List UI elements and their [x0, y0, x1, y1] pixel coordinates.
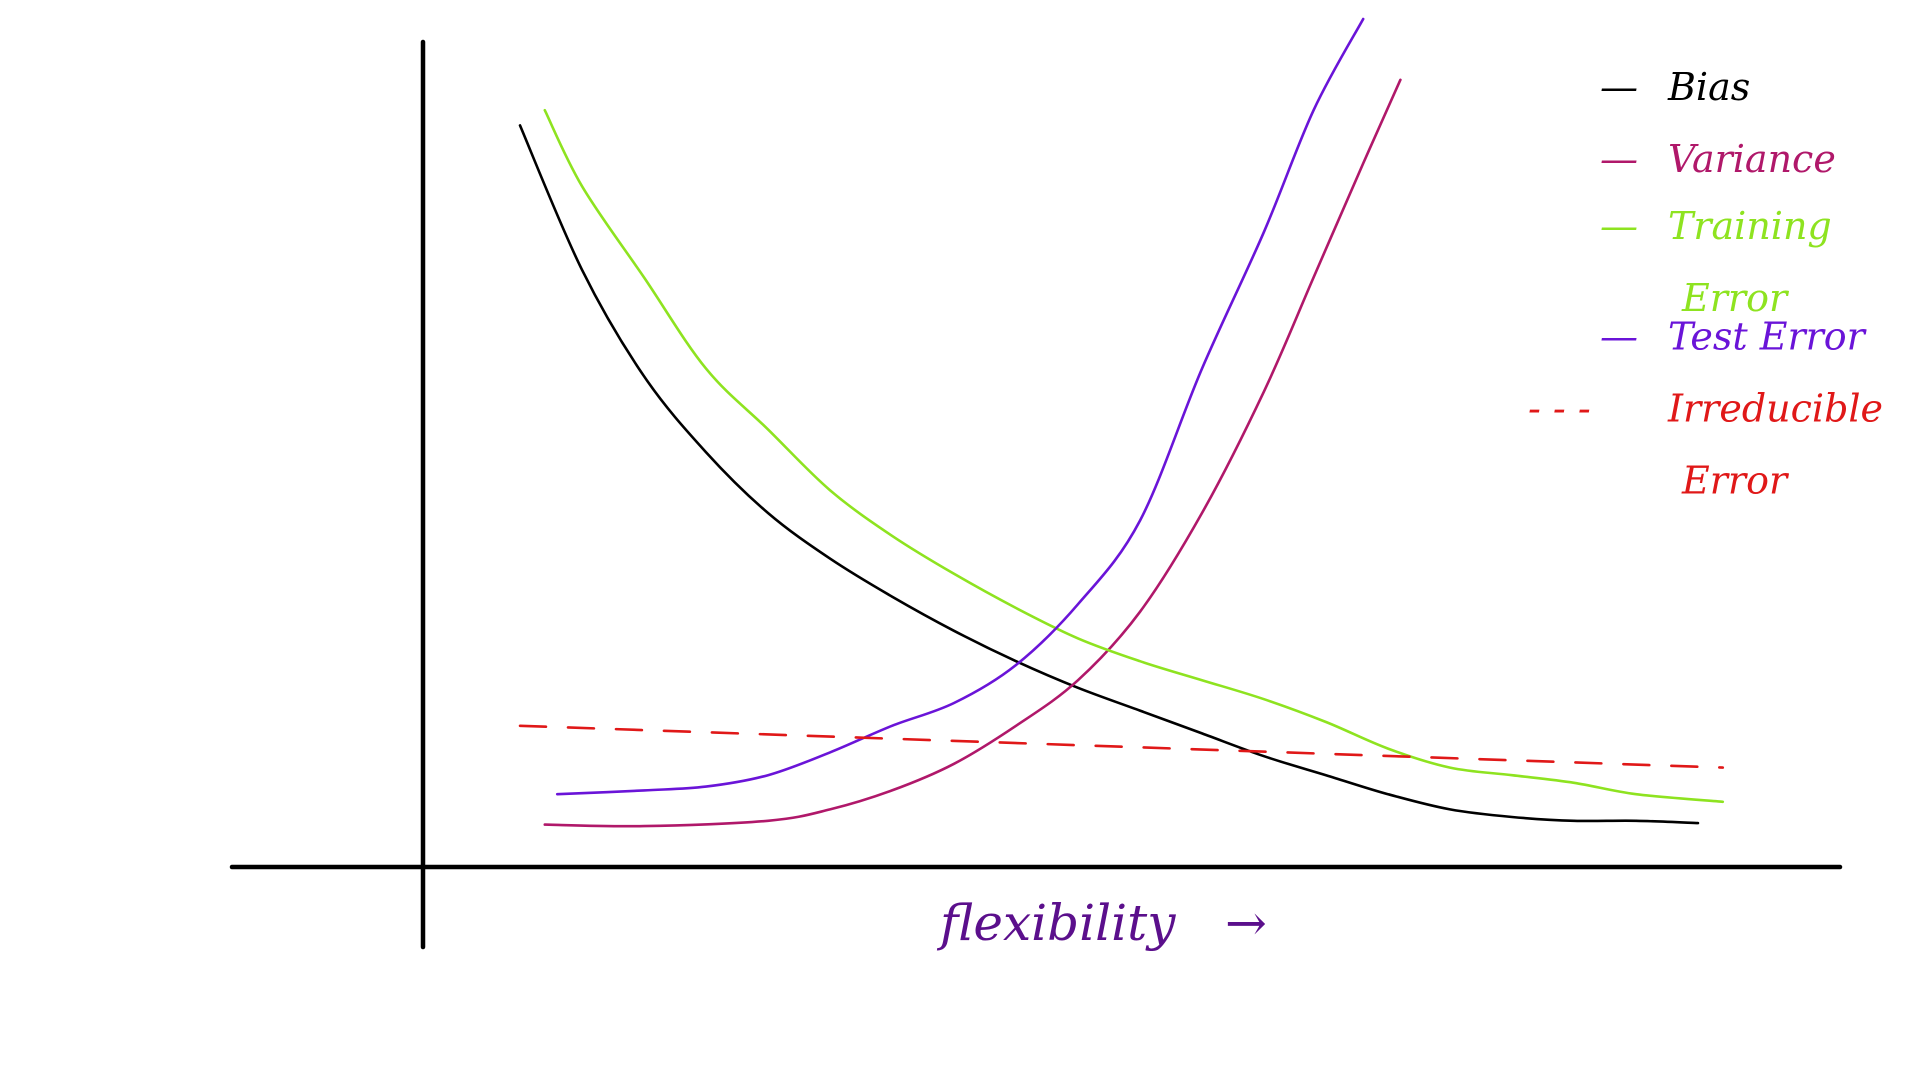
series-line-bias [518, 124, 1700, 825]
legend-label-training-error-line2: Error [1681, 276, 1790, 320]
legend-marker-variance: — [1600, 137, 1638, 181]
legend-label-test-error-line1: Test Error [1668, 315, 1868, 359]
series-line-irreducible-error [518, 724, 1725, 769]
x-axis-label-group: flexibility → [936, 894, 1267, 952]
legend-label-irreducible-error-line1: Irreducible [1667, 387, 1883, 431]
axes [229, 39, 1843, 950]
series-line-test-error [555, 17, 1365, 796]
legend-marker-training-error: — [1600, 204, 1638, 248]
legend-marker-irreducible-error: - - - [1528, 387, 1591, 431]
x-axis-arrow: → [1225, 894, 1267, 952]
legend-label-bias-line1: Bias [1667, 65, 1750, 109]
legend-marker-bias: — [1600, 65, 1638, 109]
series-line-variance [543, 78, 1402, 828]
legend: — Bias — Variance — Training Error — Test Error -… [1528, 65, 1883, 503]
legend-label-variance-line1: Variance [1668, 137, 1836, 181]
series-line-training-error [543, 108, 1725, 804]
x-axis-label: flexibility [936, 894, 1176, 952]
legend-label-irreducible-error-line2: Error [1681, 459, 1790, 503]
legend-marker-test-error: — [1600, 315, 1638, 359]
legend-label-training-error-line1: Training [1668, 204, 1832, 248]
series-layer [518, 17, 1725, 828]
